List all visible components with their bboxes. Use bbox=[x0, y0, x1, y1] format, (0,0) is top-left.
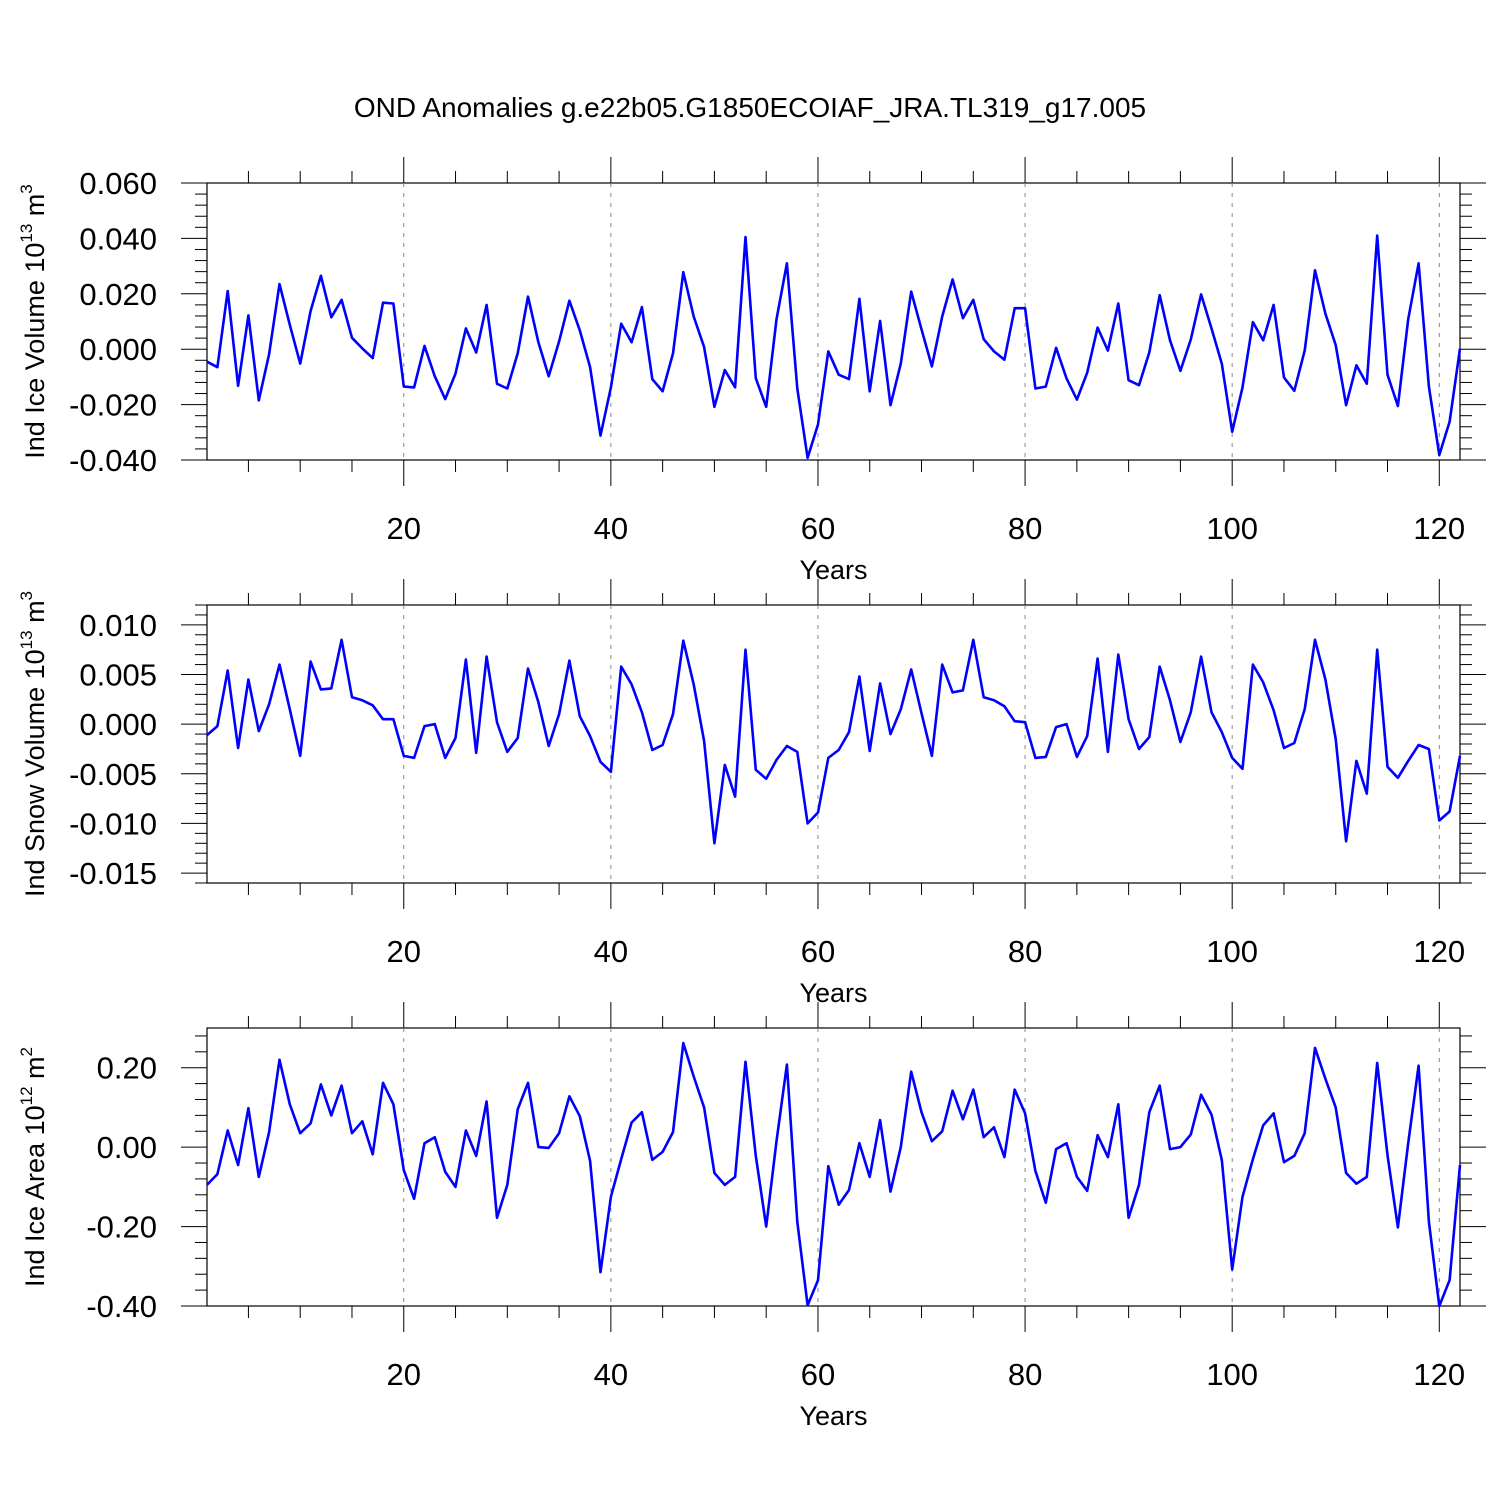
x-tick-label: 100 bbox=[1206, 511, 1258, 546]
snow-volume-panel: -0.015 -0.010 -0.005 0.000 0.005 0.010 20 40 60 8… bbox=[17, 579, 1486, 1008]
x-tick-label: 80 bbox=[1008, 934, 1042, 969]
x-tick-label: 100 bbox=[1206, 1357, 1258, 1392]
x-tick-label: 20 bbox=[387, 934, 421, 969]
y-axis-label-text: m bbox=[20, 194, 50, 224]
x-tick-label: 120 bbox=[1413, 1357, 1465, 1392]
y-axis-label-superscript: 3 bbox=[17, 591, 36, 600]
y-axis-label-superscript: 2 bbox=[17, 1047, 36, 1056]
x-tick-label: 80 bbox=[1008, 511, 1042, 546]
y-tick-label: -0.40 bbox=[86, 1289, 157, 1324]
y-tick-label: 0.00 bbox=[97, 1130, 157, 1165]
y-tick-label: 0.010 bbox=[79, 608, 157, 643]
y-axis-label-superscript: 13 bbox=[17, 224, 36, 243]
y-tick-label: 0.060 bbox=[79, 166, 157, 201]
x-tick-label: 40 bbox=[594, 934, 628, 969]
y-axis-label-superscript: 13 bbox=[17, 630, 36, 649]
y-tick-label: -0.20 bbox=[86, 1210, 157, 1245]
y-tick-label: 0.000 bbox=[79, 707, 157, 742]
y-axis-label: Ind Ice Area 1012 m2 bbox=[17, 1047, 50, 1287]
y-tick-label: -0.015 bbox=[69, 856, 157, 891]
y-tick-label: 0.020 bbox=[79, 277, 157, 312]
y-axis-label: Ind Snow Volume 1013 m3 bbox=[17, 591, 50, 897]
x-tick-label: 100 bbox=[1206, 934, 1258, 969]
ice-area-panel: -0.40 -0.20 0.00 0.20 20 40 60 80 100 120 Years Ind… bbox=[17, 1002, 1486, 1431]
x-tick-label: 60 bbox=[801, 934, 835, 969]
y-tick-label: -0.040 bbox=[69, 443, 157, 478]
x-tick-label: 80 bbox=[1008, 1357, 1042, 1392]
x-axis-label: Years bbox=[799, 555, 867, 585]
y-tick-label: -0.020 bbox=[69, 388, 157, 423]
y-axis-label-superscript: 3 bbox=[17, 184, 36, 193]
x-tick-label: 40 bbox=[594, 511, 628, 546]
x-tick-label: 60 bbox=[801, 1357, 835, 1392]
x-tick-label: 120 bbox=[1413, 934, 1465, 969]
y-tick-label: -0.005 bbox=[69, 757, 157, 792]
y-axis-label-text: Ind Ice Volume 10 bbox=[20, 243, 50, 459]
ice-volume-panel: -0.040 -0.020 0.000 0.020 0.040 0.060 20 40 60 80… bbox=[17, 157, 1486, 585]
y-axis-label-text: m bbox=[20, 600, 50, 630]
y-tick-label: 0.000 bbox=[79, 332, 157, 367]
y-axis-label-text: Ind Ice Area 10 bbox=[20, 1105, 50, 1287]
x-tick-label: 60 bbox=[801, 511, 835, 546]
x-tick-label: 120 bbox=[1413, 511, 1465, 546]
series-line bbox=[206, 638, 1462, 845]
x-tick-label: 40 bbox=[594, 1357, 628, 1392]
plot-frame bbox=[206, 1027, 1461, 1307]
y-axis-label-text: Ind Snow Volume 10 bbox=[20, 649, 50, 897]
y-axis-label: Ind Ice Volume 1013 m3 bbox=[17, 184, 50, 459]
chart-title: OND Anomalies g.e22b05.G1850ECOIAF_JRA.T… bbox=[353, 92, 1147, 123]
plot-frame bbox=[206, 182, 1461, 461]
y-axis-label-text: m bbox=[20, 1056, 50, 1086]
y-tick-label: 0.20 bbox=[97, 1051, 157, 1086]
plot-frame bbox=[206, 604, 1461, 884]
y-tick-label: -0.010 bbox=[69, 806, 157, 841]
x-axis-label: Years bbox=[799, 978, 867, 1008]
y-axis-label-superscript: 12 bbox=[17, 1086, 36, 1105]
series-line bbox=[206, 1041, 1462, 1308]
y-tick-label: 0.040 bbox=[79, 221, 157, 256]
series-line bbox=[206, 234, 1462, 460]
y-tick-label: 0.005 bbox=[79, 658, 157, 693]
x-axis-label: Years bbox=[799, 1401, 867, 1431]
x-tick-label: 20 bbox=[387, 511, 421, 546]
x-tick-label: 20 bbox=[387, 1357, 421, 1392]
